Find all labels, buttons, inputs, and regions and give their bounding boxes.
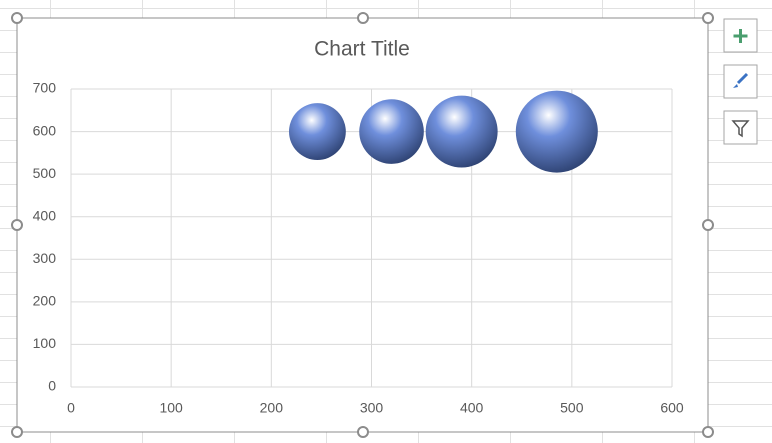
resize-handle[interactable] — [11, 12, 23, 24]
y-tick-label: 300 — [33, 250, 57, 266]
x-tick-label: 400 — [460, 400, 484, 416]
y-tick-label: 500 — [33, 165, 57, 181]
x-tick-label: 100 — [159, 400, 183, 416]
resize-handle[interactable] — [11, 219, 23, 231]
chart-elements-button[interactable] — [723, 18, 758, 53]
y-tick-label: 200 — [33, 293, 57, 309]
bubble — [359, 99, 424, 164]
resize-handle[interactable] — [702, 426, 714, 438]
x-tick-label: 500 — [560, 400, 584, 416]
resize-handle[interactable] — [702, 219, 714, 231]
y-tick-label: 100 — [33, 335, 57, 351]
bubble — [289, 103, 346, 160]
chart-area[interactable] — [16, 17, 709, 433]
chart-filters-button[interactable] — [723, 110, 758, 145]
resize-handle[interactable] — [702, 12, 714, 24]
chart-styles-button[interactable] — [723, 64, 758, 99]
x-tick-label: 200 — [260, 400, 284, 416]
resize-handle[interactable] — [11, 426, 23, 438]
handles — [11, 12, 714, 438]
resize-handle[interactable] — [357, 426, 369, 438]
x-tick-label: 600 — [660, 400, 684, 416]
y-tick-label: 600 — [33, 122, 57, 138]
chart-title[interactable]: Chart Title — [314, 38, 410, 61]
bubble — [425, 95, 498, 168]
y-tick-label: 0 — [48, 378, 56, 394]
x-tick-label: 300 — [360, 400, 384, 416]
resize-handle[interactable] — [357, 12, 369, 24]
x-tick-label: 0 — [67, 400, 75, 416]
bubble — [515, 90, 598, 173]
y-tick-label: 700 — [33, 80, 57, 96]
y-tick-label: 400 — [33, 207, 57, 223]
